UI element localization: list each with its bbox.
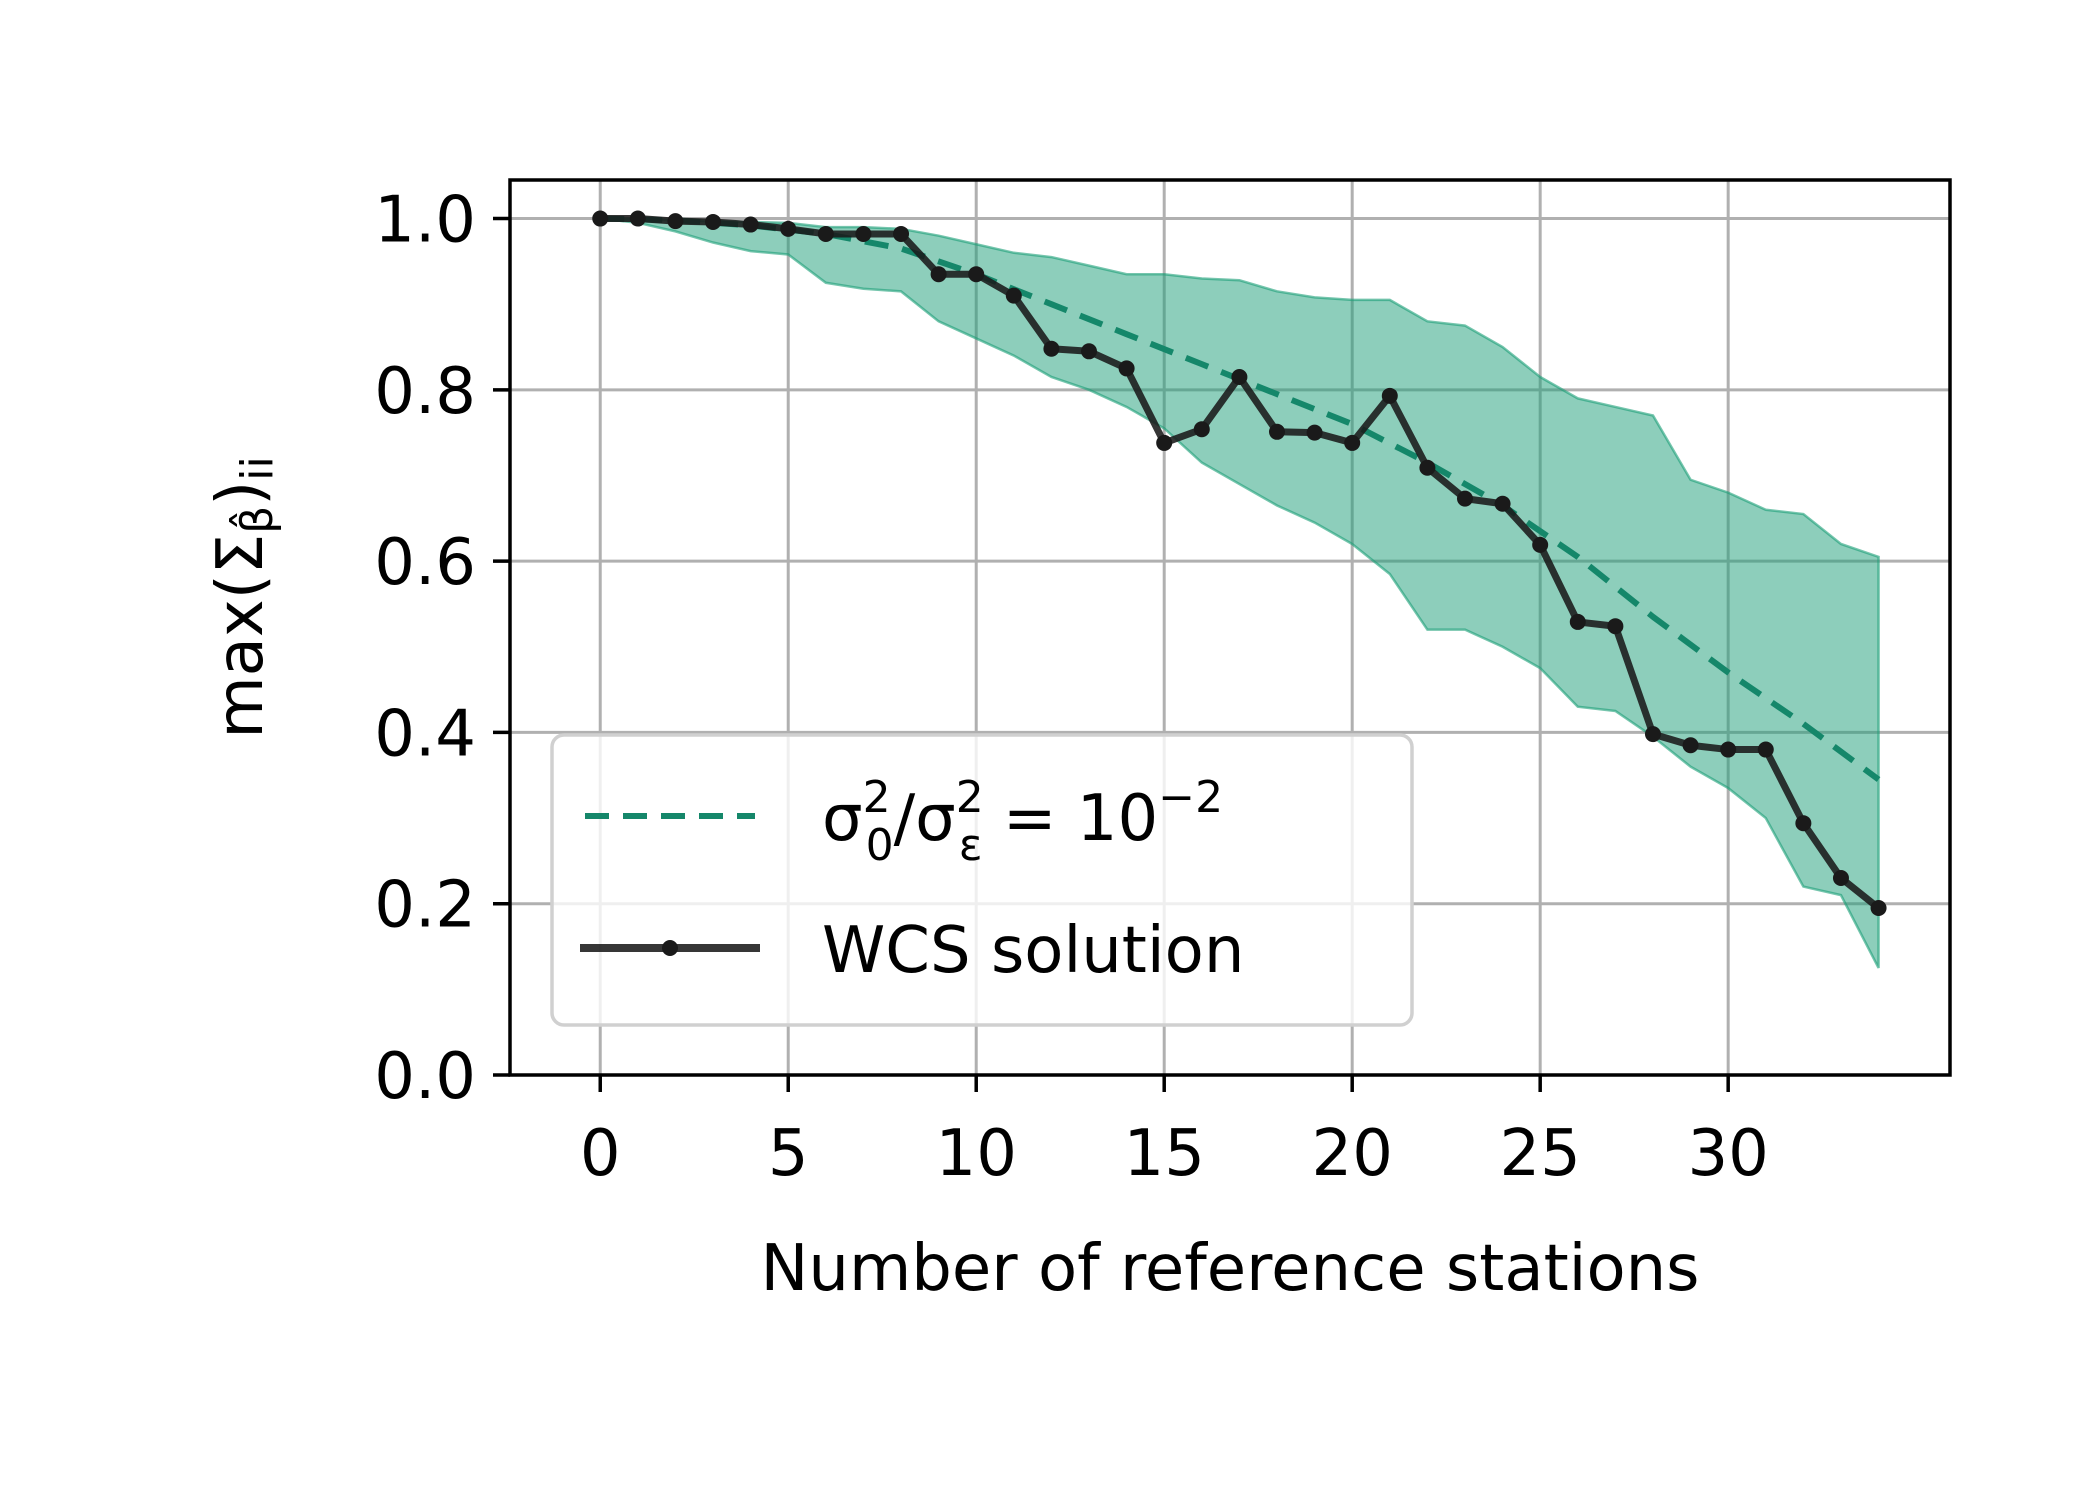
legend-label-wcs: WCS solution [822,914,1244,988]
wcs-point [1005,287,1022,304]
wcs-point [1306,424,1323,441]
wcs-point [1795,815,1812,832]
x-tick-label: 25 [1499,1117,1580,1191]
wcs-point [855,225,872,242]
plot-area-frame [508,178,1952,1077]
wcs-point [1532,536,1549,553]
wcs-point [1043,340,1060,357]
wcs-point [1720,741,1737,758]
legend-box [550,733,1414,1027]
svg-text:max(Σβ̂)ii: max(Σβ̂)ii [204,456,283,738]
wcs-point [968,266,985,283]
wcs-point [1682,737,1699,754]
wcs-point [1757,741,1774,758]
x-tick-label: 10 [935,1117,1016,1191]
uncertainty-band [600,217,1880,969]
y-tick-label: 0.2 [374,869,476,943]
wcs-point [742,216,759,233]
legend-label-ratio: σ2 0/σ2 ε = 10−2 [822,772,1223,871]
wcs-point [1832,870,1849,887]
x-axis-label: Number of reference stations [761,1232,1700,1306]
wcs-point [705,213,722,230]
wcs-point [592,210,609,227]
wcs-point [1268,423,1285,440]
wcs-point [930,266,947,283]
uncertainty-band-layer [600,217,1880,969]
y-axis-label-sub: β̂ [228,506,283,534]
y-axis-label: max(Σβ̂)ii [204,456,283,738]
axis-ticks: 0 5 10 15 20 25 30 0.0 0.2 0.4 0.6 0.8 1.0 [374,184,1769,1191]
legend-solid-marker [662,940,678,956]
wcs-point [1607,618,1624,635]
series-layer [592,210,1887,916]
y-tick-label: 0.8 [374,355,476,429]
x-tick-label: 15 [1123,1117,1204,1191]
wcs-point [1156,434,1173,451]
x-tick-label: 30 [1687,1117,1768,1191]
x-tick-label: 5 [768,1117,809,1191]
wcs-point [1494,495,1511,512]
wcs-point [1081,343,1098,360]
y-tick-label: 1.0 [374,184,476,258]
wcs-point [893,225,910,242]
wcs-point [1381,387,1398,404]
x-tick-label: 0 [580,1117,621,1191]
wcs-point [629,210,646,227]
x-tick-label: 20 [1311,1117,1392,1191]
wcs-point [1193,421,1210,438]
wcs-point [780,220,797,237]
wcs-point [1231,368,1248,385]
y-axis-label-paren: ) [204,481,278,506]
y-axis-label-post-sub: ii [232,456,283,480]
wcs-point [667,213,684,230]
wcs-point [1344,434,1361,451]
wcs-point [1118,360,1135,377]
wcs-point [1456,490,1473,507]
legend: σ2 0/σ2 ε = 10−2 WCS solution [550,733,1414,1027]
wcs-point [1644,726,1661,743]
wcs-point [1870,899,1887,916]
wcs-point [1569,613,1586,630]
y-tick-label: 0.0 [374,1040,476,1114]
y-tick-label: 0.6 [374,526,476,600]
y-axis-label-main: max(Σ [204,534,278,739]
wcs-point [1419,459,1436,476]
y-tick-label: 0.4 [374,697,476,771]
wcs-point [817,225,834,242]
